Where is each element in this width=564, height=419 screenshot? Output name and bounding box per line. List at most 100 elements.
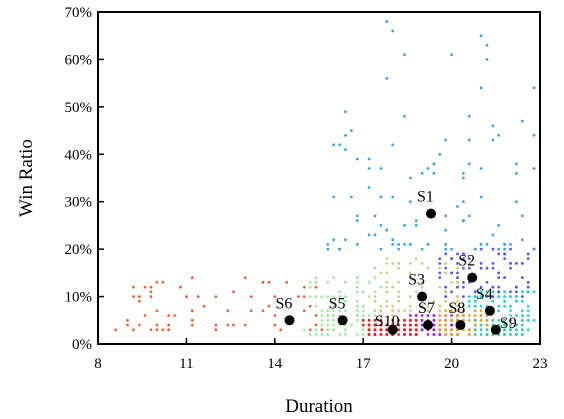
scatter-point <box>444 247 448 251</box>
scatter-point <box>167 314 171 317</box>
scatter-point <box>320 318 324 322</box>
scatter-point <box>344 299 347 303</box>
scatter-point <box>456 276 459 279</box>
scatter-point <box>408 323 412 327</box>
scatter-point <box>515 290 518 294</box>
scatter-point <box>497 276 501 279</box>
scatter-point <box>397 262 400 265</box>
scatter-point <box>503 333 506 336</box>
scatter-point <box>379 167 383 170</box>
scatter-point <box>361 318 365 322</box>
scatter-point <box>190 309 194 313</box>
scatter-point <box>467 299 471 303</box>
cluster-centers: S1 S2 S3 S4 S5 S6 S7 S8 S9 S10 <box>276 189 517 335</box>
scatter-point <box>249 309 253 313</box>
scatter-point <box>355 214 359 218</box>
scatter-point <box>355 318 359 322</box>
scatter-point <box>361 328 365 332</box>
scatter-point <box>385 228 389 232</box>
scatter-point <box>355 309 359 313</box>
scatter-point <box>515 262 518 265</box>
scatter-point <box>132 328 135 332</box>
x-tick-label: 11 <box>179 356 193 372</box>
scatter-point <box>503 318 506 322</box>
scatter-point <box>373 290 377 294</box>
scatter-point <box>385 77 389 80</box>
scatter-point <box>391 29 395 33</box>
scatter-point <box>373 309 377 313</box>
cluster-center-label: S10 <box>375 313 400 330</box>
scatter-point <box>261 309 265 313</box>
scatter-point <box>467 162 471 166</box>
scatter-point <box>444 271 448 275</box>
scatter-point <box>426 314 430 317</box>
scatter-point <box>450 53 453 57</box>
scatter-point <box>420 285 424 289</box>
scatter-point <box>385 304 389 308</box>
scatter-point <box>385 333 389 336</box>
scatter-point <box>526 304 530 308</box>
scatter-point <box>149 295 153 298</box>
scatter-point <box>497 224 501 227</box>
scatter-point <box>373 299 377 303</box>
scatter-point <box>408 295 412 298</box>
scatter-point <box>414 219 418 223</box>
scatter-point <box>385 290 389 294</box>
scatter-point <box>473 295 477 298</box>
scatter-point <box>326 295 330 298</box>
scatter-point <box>149 285 153 289</box>
scatter-point <box>202 304 206 308</box>
scatter-point <box>491 285 495 289</box>
scatter-point <box>408 176 412 180</box>
scatter-point <box>408 314 412 317</box>
scatter-point <box>373 266 377 270</box>
scatter-point <box>385 328 389 332</box>
scatter-point <box>479 243 483 246</box>
scatter-point <box>350 195 353 199</box>
x-tick-label: 14 <box>267 356 283 372</box>
scatter-point <box>320 295 324 298</box>
scatter-point <box>373 323 377 327</box>
scatter-point <box>344 110 347 113</box>
scatter-point <box>503 328 506 332</box>
scatter-point <box>420 247 424 251</box>
scatter-point <box>338 309 341 313</box>
scatter-point <box>438 323 442 327</box>
scatter-point <box>403 224 406 227</box>
scatter-point <box>462 285 465 289</box>
scatter-point <box>285 280 288 284</box>
scatter-point <box>308 295 312 298</box>
scatter-point <box>497 290 501 294</box>
scatter-point <box>479 314 483 317</box>
scatter-point <box>385 299 389 303</box>
scatter-point <box>385 20 389 23</box>
scatter-point <box>155 328 159 332</box>
scatter-point <box>332 238 336 242</box>
scatter-point <box>137 323 141 327</box>
scatter-point <box>497 304 501 308</box>
scatter-point <box>485 43 489 47</box>
scatter-point <box>491 262 495 265</box>
scatter-point <box>503 295 506 298</box>
scatter-point <box>320 323 324 327</box>
scatter-point <box>444 228 448 232</box>
scatter-point <box>350 323 353 327</box>
scatter-point <box>326 318 330 322</box>
scatter-point <box>450 271 453 275</box>
scatter-point <box>432 171 436 175</box>
scatter-point <box>450 318 453 322</box>
scatter-point <box>314 304 318 308</box>
scatter-point <box>326 314 330 317</box>
scatter-point <box>367 333 371 336</box>
scatter-point <box>397 243 400 246</box>
scatter-point <box>491 290 495 294</box>
scatter-point <box>515 299 518 303</box>
scatter-point <box>314 328 318 332</box>
scatter-point <box>314 285 318 289</box>
cluster-center-label: S1 <box>417 189 434 206</box>
scatter-point <box>462 304 465 308</box>
scatter-point <box>420 328 424 332</box>
cluster-center-marker <box>426 208 436 219</box>
scatter-point <box>190 323 194 327</box>
scatter-point <box>467 138 471 142</box>
